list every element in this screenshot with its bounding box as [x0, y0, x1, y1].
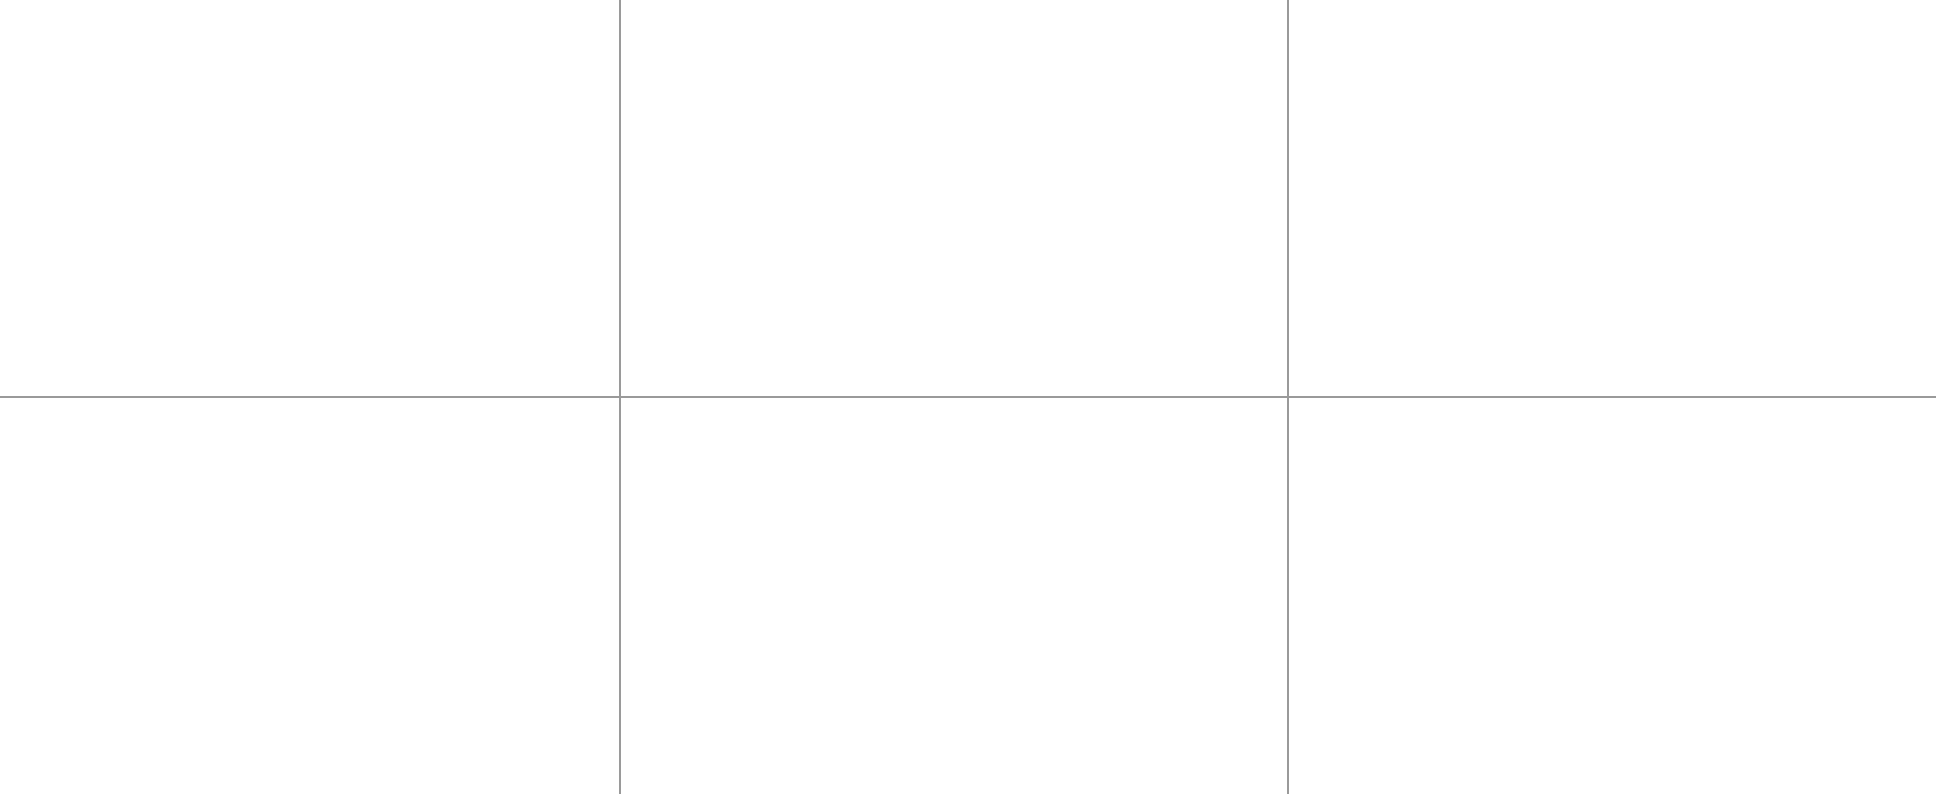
chart-panel-smm-other-inventory	[0, 397, 620, 794]
chart-panel-smm-inventory-total	[0, 0, 620, 397]
chart-panel-smm-smelter-inventory	[620, 0, 1288, 397]
chart-panel-smm-downstream-lithium-days	[1288, 397, 1936, 794]
chart-panel-smm-downstream-inventory	[1288, 0, 1936, 397]
chart-panel-smm-upstream-lithium-days	[620, 397, 1288, 794]
